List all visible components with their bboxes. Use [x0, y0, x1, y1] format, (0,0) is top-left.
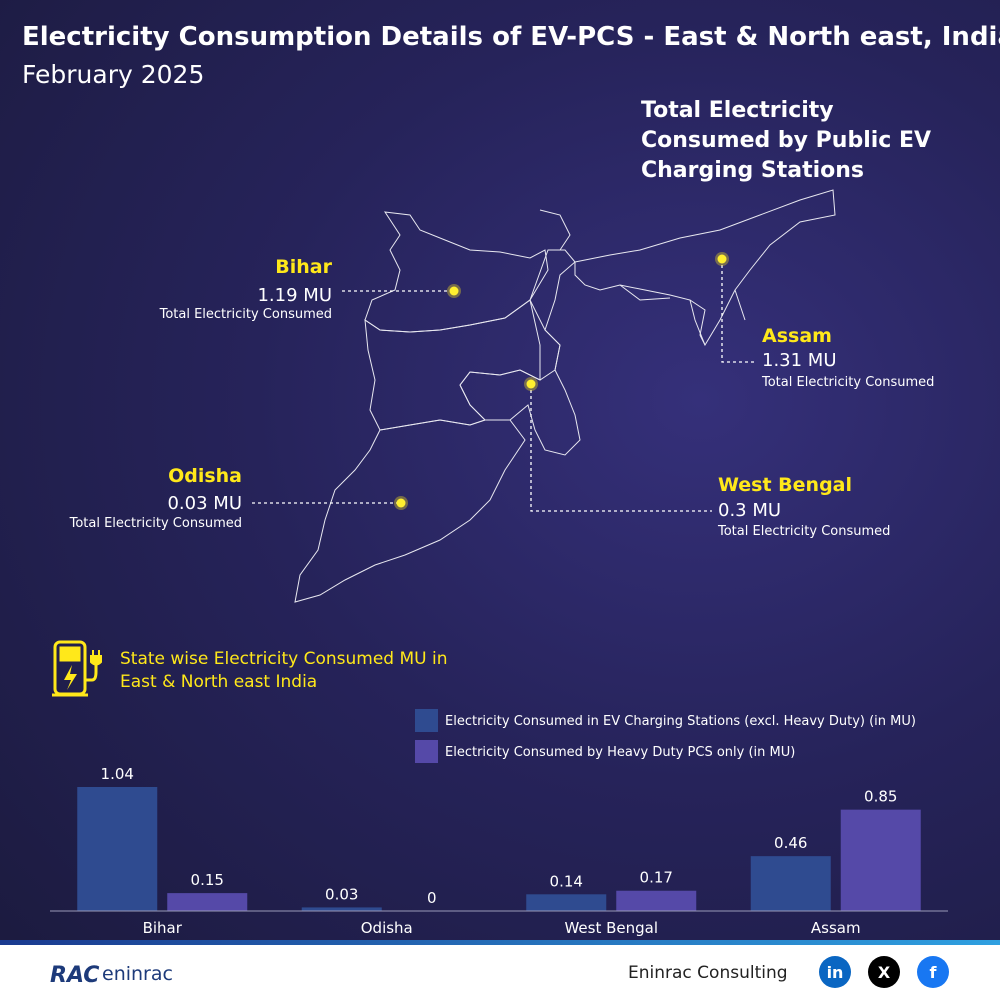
- bar: [77, 787, 158, 911]
- x-tick-label: Bihar: [143, 919, 183, 937]
- value-label: 0: [427, 889, 437, 907]
- state-caption: Total Electricity Consumed: [69, 516, 242, 531]
- logo-text: eninrac: [102, 963, 173, 985]
- icon-plug: [90, 650, 102, 666]
- title: Electricity Consumption Details of EV-PC…: [22, 22, 1000, 52]
- subtitle: February 2025: [22, 60, 205, 89]
- location-dot: [526, 379, 536, 389]
- location-dot: [396, 498, 406, 508]
- x-tick-label: Assam: [811, 919, 861, 937]
- social-icon-label: X: [878, 963, 891, 982]
- ev-icon: [52, 640, 102, 697]
- icon-cable: [85, 664, 98, 682]
- social-icon: [917, 956, 949, 988]
- value-label: 0.15: [191, 871, 224, 889]
- state-name: West Bengal: [718, 474, 853, 496]
- logo-mark: RAC: [50, 963, 99, 988]
- bar: [840, 809, 921, 911]
- brand-name: Eninrac Consulting: [628, 963, 788, 983]
- x-tick-label: West Bengal: [564, 919, 658, 937]
- value-label: 0.03: [325, 885, 358, 903]
- social-icon-label: f: [930, 963, 938, 982]
- state-value: 0.03 MU: [167, 493, 242, 514]
- bar: [616, 890, 697, 911]
- map-outline: [294, 189, 836, 603]
- social-icon: [868, 956, 900, 988]
- x-tick-label: Odisha: [361, 919, 413, 937]
- state-name: Assam: [762, 325, 832, 347]
- bar: [301, 907, 382, 911]
- value-label: 0.14: [550, 872, 583, 890]
- icon-bolt: [64, 665, 77, 690]
- state-value: 0.3 MU: [718, 500, 782, 521]
- value-label: 0.46: [774, 834, 807, 852]
- map-title: Total Electricity Consumed by Public EV …: [641, 98, 932, 183]
- legend-swatch: [415, 709, 438, 732]
- location-dot: [717, 254, 727, 264]
- bar: [526, 894, 607, 911]
- state-caption: Total Electricity Consumed: [762, 375, 935, 390]
- legend-label: Electricity Consumed in EV Charging Stat…: [445, 714, 916, 729]
- social-icon-label: in: [827, 963, 844, 982]
- state-name: Odisha: [168, 465, 242, 487]
- value-label: 0.17: [640, 869, 673, 887]
- social-icon: [819, 956, 851, 988]
- value-label: 1.04: [101, 765, 134, 783]
- chart-title: State wise Electricity Consumed MU in Ea…: [120, 649, 448, 692]
- state-caption: Total Electricity Consumed: [159, 307, 332, 322]
- leader-line: [721, 259, 757, 363]
- legend-label: Electricity Consumed by Heavy Duty PCS o…: [445, 745, 795, 760]
- state-caption: Total Electricity Consumed: [718, 524, 891, 539]
- leader-line: [530, 384, 712, 512]
- bar: [750, 856, 831, 911]
- state-value: 1.31 MU: [762, 350, 837, 371]
- bar: [167, 893, 248, 911]
- state-name: Bihar: [275, 256, 332, 278]
- location-dot: [449, 286, 459, 296]
- legend-swatch: [415, 740, 438, 763]
- icon-screen: [59, 646, 81, 662]
- state-value: 1.19 MU: [257, 285, 332, 306]
- footer-stripe: [0, 940, 1000, 945]
- value-label: 0.85: [864, 788, 897, 806]
